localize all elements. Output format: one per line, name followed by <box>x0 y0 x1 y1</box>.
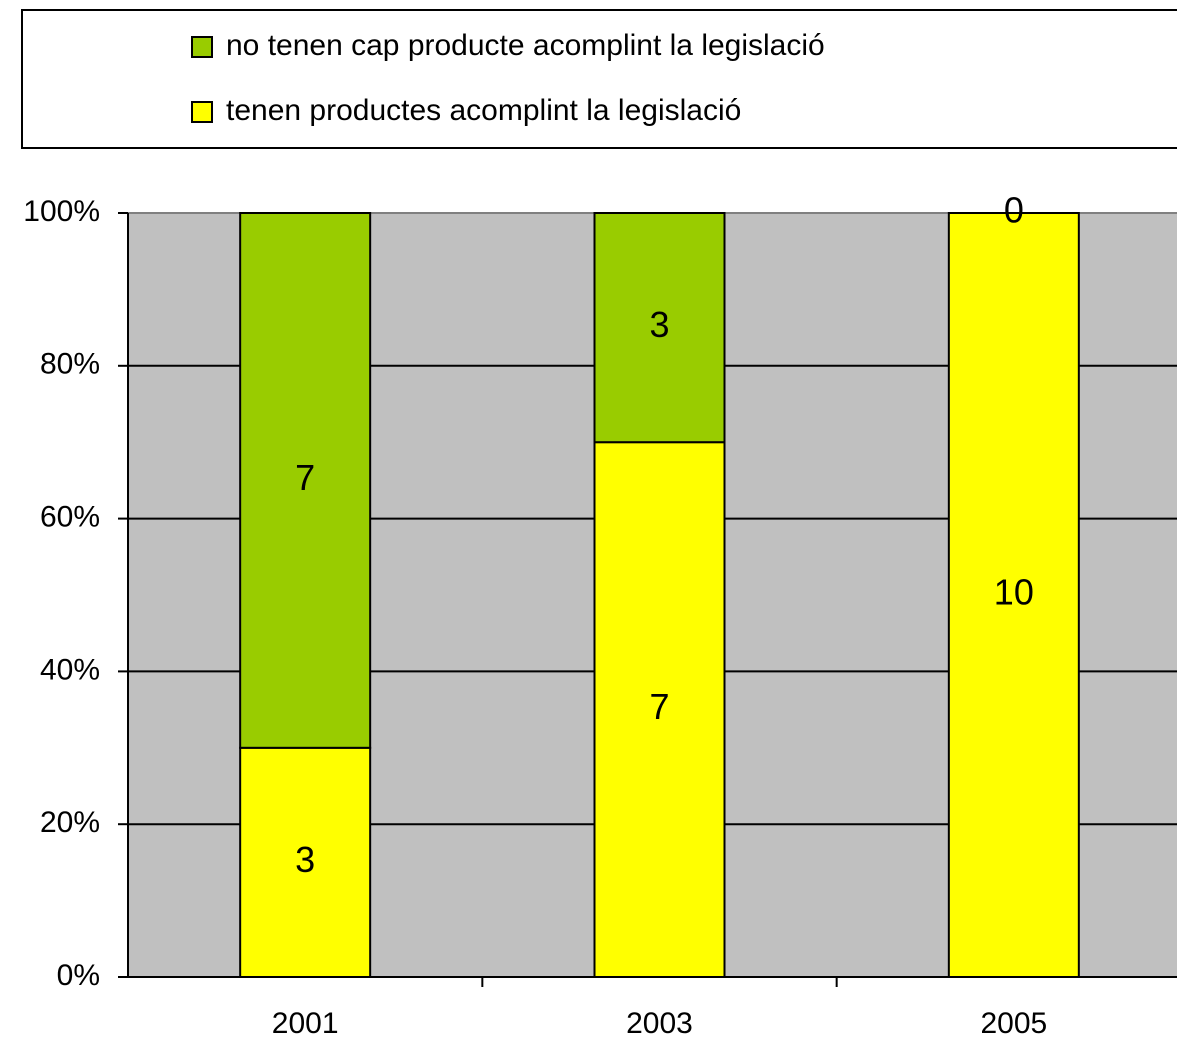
data-label: 3 <box>649 304 669 345</box>
data-label: 10 <box>994 572 1034 613</box>
x-tick-label: 2003 <box>626 1007 693 1040</box>
x-tick-label: 2005 <box>980 1007 1047 1040</box>
bar-segment <box>239 746 372 978</box>
legend-box <box>21 9 1177 149</box>
data-label: 0 <box>1004 190 1024 231</box>
legend-swatch <box>191 36 213 58</box>
y-tick-label: 60% <box>40 501 100 534</box>
data-label: 7 <box>649 686 669 727</box>
y-tick-label: 40% <box>40 653 100 686</box>
x-tick-label: 2001 <box>272 1007 339 1040</box>
bar-segment <box>947 212 1080 978</box>
legend-label: tenen productes acomplint la legislació <box>226 94 741 127</box>
legend-swatch <box>191 101 213 123</box>
y-tick-label: 80% <box>40 348 100 381</box>
y-tick-label: 20% <box>40 806 100 839</box>
legend-label: no tenen cap producte acomplint la legis… <box>226 29 825 62</box>
data-label: 3 <box>295 839 315 880</box>
bar-segment <box>593 212 726 444</box>
data-label: 7 <box>295 457 315 498</box>
y-tick-label: 100% <box>23 195 100 228</box>
y-tick-label: 0% <box>57 959 100 992</box>
bar-segment <box>239 212 372 749</box>
bar-segment <box>593 441 726 978</box>
